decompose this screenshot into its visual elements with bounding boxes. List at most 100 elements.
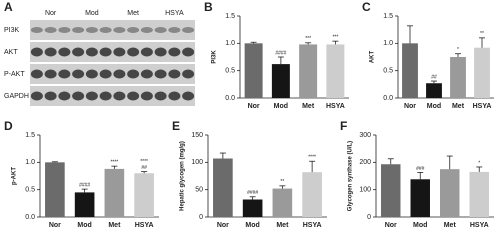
blot-band (168, 27, 181, 33)
panel-letter: F (340, 119, 347, 133)
y-tick-label: 0 (199, 214, 203, 221)
figure: A Nor Mod Met HSYA PI3K AKT P-AKT GAPDH B PI3K 0.0… (4, 0, 494, 229)
blot-band (30, 47, 43, 57)
x-tick-label: HSYA (473, 103, 492, 110)
x-tick-label: HSYA (303, 222, 322, 229)
x-tick-label: HSYA (326, 103, 345, 110)
blot-band (85, 91, 98, 101)
bar (104, 168, 125, 217)
lane-label: Mod (85, 10, 99, 17)
significance-label: * (457, 47, 459, 53)
bar (299, 44, 318, 98)
blot-band (168, 47, 181, 57)
panel-letter: D (4, 119, 13, 133)
significance-label: #### (79, 182, 90, 188)
bar (381, 164, 401, 217)
blot-band (154, 91, 167, 101)
bar (134, 173, 154, 217)
bar (440, 169, 460, 217)
blot-band (72, 91, 85, 101)
bar (244, 43, 263, 98)
significance-label: *** (305, 36, 311, 42)
blot-band (30, 27, 43, 33)
x-tick-label: Met (276, 222, 289, 229)
blot-band (182, 69, 195, 79)
blot-band (113, 47, 126, 57)
bar (410, 179, 430, 217)
y-tick-label: 0.5 (225, 68, 235, 75)
significance-label: *** (332, 34, 338, 40)
blot-band (154, 69, 167, 79)
blot-band (182, 47, 195, 57)
blot-band (154, 27, 167, 33)
blot-band (44, 27, 57, 33)
significance-label: ** (280, 179, 284, 185)
bar (272, 188, 293, 217)
blot-row-label: PI3K (4, 27, 20, 34)
blot-band (44, 47, 57, 57)
x-tick-label: Mod (413, 222, 427, 229)
blot-row-label: AKT (4, 49, 18, 56)
blot-band (168, 91, 181, 101)
y-tick-label: 100 (191, 159, 203, 166)
bar (426, 83, 442, 98)
blot-row-label: P-AKT (4, 71, 25, 78)
panel-letter: C (362, 0, 371, 14)
blot-band (58, 91, 71, 101)
blot-band (58, 47, 71, 57)
y-tick-label: 200 (359, 159, 371, 166)
blot-band (99, 69, 112, 79)
x-tick-label: HSYA (135, 222, 154, 229)
blot-band (85, 27, 98, 33)
blot-strip (30, 42, 195, 62)
bar (469, 171, 489, 217)
x-tick-label: Mod (274, 103, 288, 110)
y-tick-label: 0.0 (225, 95, 235, 102)
blot-band (182, 91, 195, 101)
bar (271, 64, 290, 98)
x-tick-label: Met (452, 103, 465, 110)
blot-strip (30, 64, 195, 84)
blot-band (30, 69, 43, 79)
x-tick-label: Mod (245, 222, 259, 229)
lane-label: Nor (45, 10, 57, 17)
significance-label: ** (480, 31, 484, 37)
x-tick-label: Nor (248, 103, 260, 110)
blot-band (99, 47, 112, 57)
significance-label: #### (247, 190, 258, 196)
significance-label: ### (416, 166, 425, 172)
blot-band (85, 69, 98, 79)
blot-band (140, 91, 153, 101)
blot-band (44, 91, 57, 101)
x-tick-label: Nor (49, 222, 61, 229)
x-tick-label: Mod (427, 103, 441, 110)
blot-band (113, 91, 126, 101)
y-tick-label: 1.5 (225, 13, 235, 20)
lane-label: HSYA (165, 10, 184, 17)
significance-label: ## (141, 165, 147, 171)
blot-band (58, 27, 71, 33)
blot-band (72, 47, 85, 57)
y-axis-label: p-AKT (12, 167, 18, 185)
blot-band (44, 69, 57, 79)
y-tick-label: 50 (195, 187, 203, 194)
y-tick-label: 1.0 (25, 159, 35, 166)
y-tick-label: 0.5 (383, 68, 393, 75)
y-axis-label: Hepatic glycogen (mg/g) (180, 141, 186, 211)
blot-band (72, 69, 85, 79)
blot-band (58, 69, 71, 79)
x-tick-label: Mod (77, 222, 91, 229)
bar (326, 44, 345, 98)
bar (302, 172, 322, 217)
lane-label: Met (127, 10, 139, 17)
blot-band (140, 27, 153, 33)
x-tick-label: Met (108, 222, 121, 229)
blot-band (140, 69, 153, 79)
y-axis-label: Glycogen synthase (U/L) (348, 141, 354, 211)
y-axis-label: AKT (370, 51, 376, 64)
y-tick-label: 1.5 (25, 132, 35, 139)
y-tick-label: 0.5 (25, 187, 35, 194)
y-tick-label: 0.0 (383, 95, 393, 102)
y-axis-label: PI3K (212, 50, 218, 64)
blot-band (127, 47, 140, 57)
